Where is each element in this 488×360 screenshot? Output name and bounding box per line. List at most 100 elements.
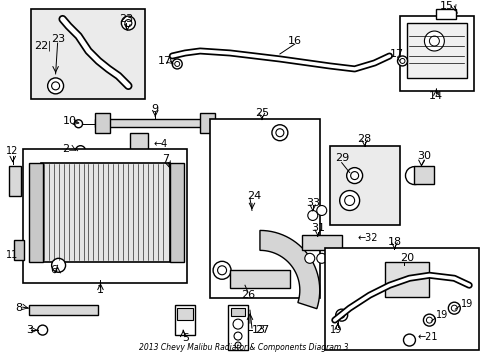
Text: 20: 20 — [400, 253, 414, 263]
Bar — [31, 9, 145, 99]
Bar — [407, 23, 467, 78]
Bar — [95, 119, 215, 127]
Circle shape — [307, 211, 317, 220]
Circle shape — [450, 305, 456, 311]
Bar — [200, 113, 215, 133]
Bar — [29, 305, 98, 315]
Circle shape — [52, 258, 65, 272]
Circle shape — [174, 62, 180, 67]
Circle shape — [47, 78, 63, 94]
Text: 12: 12 — [6, 146, 18, 156]
Text: 17: 17 — [158, 56, 172, 66]
Circle shape — [234, 332, 242, 340]
Text: 16: 16 — [287, 36, 301, 46]
Text: 25: 25 — [254, 108, 268, 118]
Circle shape — [403, 334, 415, 346]
Circle shape — [316, 253, 326, 263]
Polygon shape — [260, 230, 319, 309]
Bar — [301, 235, 341, 250]
Bar — [130, 133, 148, 155]
Text: 30: 30 — [417, 150, 430, 161]
Circle shape — [235, 342, 241, 348]
Circle shape — [447, 302, 459, 314]
Circle shape — [339, 190, 359, 211]
Bar — [29, 163, 42, 262]
Bar — [170, 163, 184, 262]
Text: 27: 27 — [254, 325, 269, 335]
Text: 13: 13 — [251, 325, 265, 335]
Text: 11: 11 — [6, 250, 18, 260]
Text: 10: 10 — [62, 116, 77, 126]
Text: ←21: ←21 — [417, 332, 437, 342]
Text: 2013 Chevy Malibu Radiator & Components Diagram 3: 2013 Chevy Malibu Radiator & Components … — [139, 343, 348, 352]
Text: 24: 24 — [246, 190, 261, 201]
Circle shape — [344, 195, 354, 206]
Circle shape — [275, 129, 284, 137]
Bar — [227, 305, 247, 350]
Circle shape — [335, 309, 347, 321]
Circle shape — [338, 312, 344, 318]
Bar — [41, 163, 170, 262]
Text: |: | — [47, 41, 51, 51]
Circle shape — [405, 167, 423, 185]
Text: 31: 31 — [310, 224, 324, 233]
Bar — [95, 113, 110, 133]
Text: 6: 6 — [51, 265, 58, 275]
Text: 19: 19 — [435, 310, 447, 320]
Circle shape — [52, 82, 60, 90]
Circle shape — [426, 317, 431, 323]
Circle shape — [424, 31, 444, 51]
Bar — [175, 305, 195, 335]
Circle shape — [397, 56, 407, 66]
Circle shape — [172, 59, 182, 69]
Text: 23: 23 — [52, 34, 65, 44]
Circle shape — [346, 168, 362, 184]
Bar — [177, 308, 193, 320]
Text: 19: 19 — [460, 299, 472, 309]
Circle shape — [350, 172, 358, 180]
Text: 14: 14 — [428, 91, 443, 101]
Circle shape — [75, 146, 85, 156]
Text: 8: 8 — [16, 303, 23, 313]
Text: 29: 29 — [334, 153, 348, 163]
Text: 2: 2 — [62, 144, 70, 154]
Circle shape — [271, 125, 287, 141]
Bar — [435, 9, 455, 19]
Bar — [22, 149, 187, 283]
Text: 18: 18 — [386, 237, 401, 247]
Circle shape — [233, 319, 243, 329]
Bar — [399, 16, 473, 91]
Bar — [329, 146, 399, 225]
Circle shape — [74, 120, 82, 128]
Circle shape — [124, 19, 132, 27]
Text: ←32: ←32 — [357, 233, 377, 243]
Bar — [229, 270, 289, 288]
Circle shape — [213, 261, 230, 279]
Bar — [384, 262, 428, 297]
Circle shape — [399, 58, 404, 63]
Circle shape — [121, 16, 135, 30]
Text: 33: 33 — [305, 198, 319, 207]
Bar — [230, 308, 244, 316]
Text: 17: 17 — [389, 49, 403, 59]
Circle shape — [38, 325, 47, 335]
Bar — [414, 166, 433, 184]
Circle shape — [428, 36, 439, 46]
Bar — [324, 248, 478, 350]
Text: 5: 5 — [182, 333, 188, 343]
Text: 15: 15 — [439, 1, 452, 11]
Circle shape — [328, 253, 338, 263]
Bar — [9, 166, 20, 195]
Text: 7: 7 — [162, 154, 169, 164]
Circle shape — [316, 206, 326, 216]
Text: 28: 28 — [357, 134, 371, 144]
Bar — [210, 119, 319, 298]
Text: ←4: ←4 — [153, 139, 167, 149]
Circle shape — [423, 314, 434, 326]
Text: 22: 22 — [34, 41, 48, 51]
Text: 26: 26 — [241, 290, 255, 300]
Text: 3: 3 — [26, 325, 33, 335]
Text: 9: 9 — [151, 104, 159, 114]
Circle shape — [304, 253, 314, 263]
Text: 1: 1 — [97, 285, 104, 295]
